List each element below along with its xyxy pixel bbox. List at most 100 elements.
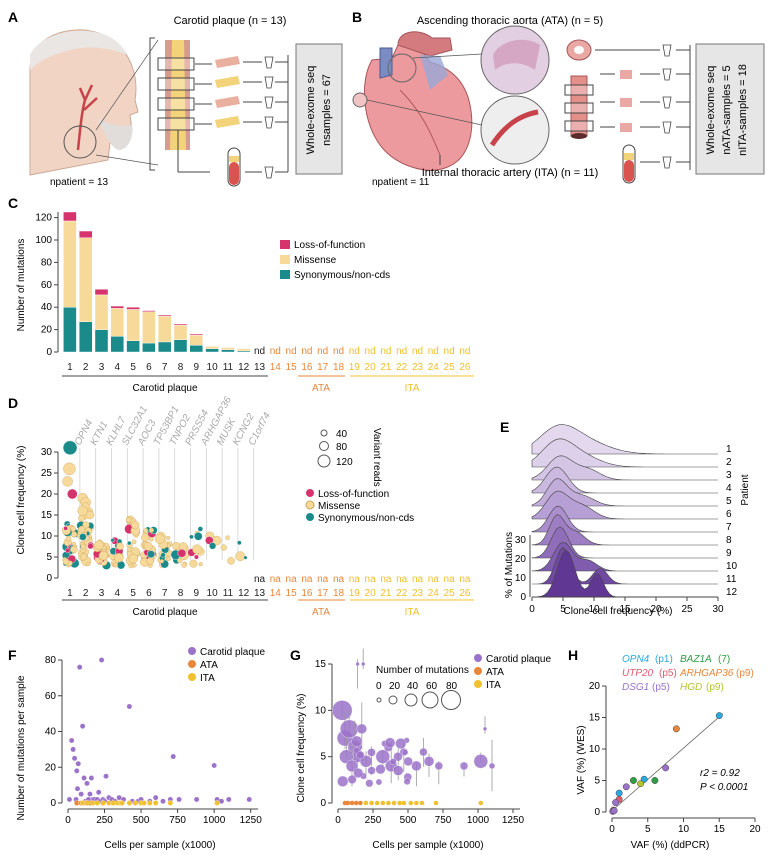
h-legend-gene-1: BAZ1A [680,654,712,665]
f-xlabel: Cells per sample (x1000) [104,840,215,851]
c-bar-missense [142,311,156,344]
c-y-tick-label: 120 [35,213,52,224]
d-y-tick-label: 30 [41,447,53,458]
e-patient-label: 8 [726,535,732,546]
d-x-tick-label: 24 [428,588,440,599]
d-na-label: na [270,574,282,585]
npatient-a: npatient = 13 [50,177,109,188]
h-points [609,712,724,815]
h-legend-p-0: (p1) [655,654,673,665]
h-legend-p-1: (7) [718,654,730,665]
d-x-tick-label: 11 [223,588,234,599]
g-point-carotid [340,719,359,739]
h-point [672,725,680,733]
d-point-mis [128,553,139,564]
group-ata: ATA [312,383,330,394]
h-y-tick-label: 0 [594,807,600,818]
d-point-mis [177,557,183,564]
d-point-lof [177,548,187,558]
d-x-tick-label: 16 [301,588,313,599]
panel-b-label: B [352,9,362,25]
h-x-tick-label: 0 [609,824,615,835]
c-x-tick-label: 15 [286,362,298,373]
legend-dot-lof [306,489,314,497]
c-x-tick-label: 18 [333,362,345,373]
f-point-ita [84,800,90,806]
d-x-tick-label: 5 [130,588,136,599]
g-x-tick-label: 500 [400,815,417,826]
h-ylabel: VAF (%) (WES) [576,725,587,794]
h-legend-p-4: (p5) [652,682,670,693]
f-point-carotid-plaque [226,796,232,803]
d-point-mis [172,541,181,550]
h-y-tick-label: 15 [589,713,601,724]
d-point-syn [243,555,248,560]
d-points [61,440,248,570]
d-x-tick-label: 21 [380,588,392,599]
panel-g-label: G [290,647,301,663]
wes-box-a [295,43,343,175]
g-size-60: 60 [426,681,438,692]
f-y-tick-label: 60 [45,691,57,702]
c-bar-synonymous-non-cds [189,345,204,353]
g-point-carotid [347,774,357,784]
g-point-carotid [375,749,390,764]
legend-swatch-mis [280,255,290,264]
c-x-tick-label: 10 [207,362,219,373]
e-patient-label: 3 [726,470,732,481]
h-legend-gene-2: UTP20 [622,668,654,679]
d-x-tick-label: 9 [194,588,200,599]
f-point-carotid-plaque [74,768,80,774]
g-point-ita [397,800,402,806]
panel-b-title: Ascending thoracic aorta (ATA) (n = 5) [417,15,603,27]
g-size-circle [421,691,439,709]
d-y-tick-label: 15 [41,510,53,521]
e-patient-label: 5 [726,496,732,507]
c-bar-synonymous-non-cds [221,349,235,353]
g-point-ita [363,800,369,806]
c-x-tick-label: 21 [380,362,392,373]
c-bar-synonymous-non-cds [110,336,125,353]
d-x-tick-label: 20 [365,588,377,599]
g-axes: 0 250 500 750 1000 1250 0 5 10 15 [315,659,525,826]
g-point-carotid [419,747,428,757]
e-x-tick-label: 0 [529,604,535,615]
c-x-tick-label: 7 [162,362,168,373]
f-y-tick-label: 20 [45,762,57,773]
d-point-syn [237,540,242,546]
d-x-tick-label: 8 [178,588,184,599]
group-carotid: Carotid plaque [132,383,197,394]
d-point-mis [143,541,153,551]
head-illustration [29,29,139,176]
g-point-ita [401,800,407,806]
d-point-mis [82,521,90,529]
d-point-mis [77,505,88,516]
c-bar-synonymous-non-cds [94,329,109,353]
f-point-ita [94,800,100,806]
legend-swatch-lof [280,240,290,249]
panel-g: G Clone cell frequency (%) Cells per sam… [290,647,551,851]
f-y-tick-label: 80 [45,655,57,666]
f-point-carotid-plaque [176,796,182,803]
g-x-tick-label: 1000 [467,815,490,826]
f-point-carotid-plaque [152,794,159,801]
d-x-tick-label: 23 [412,588,424,599]
g-point-carotid [395,738,407,749]
d-point-mis [71,531,78,538]
wes-box-b [695,43,765,175]
g-point-carotid [403,756,413,767]
f-point-carotid-plaque [74,785,81,792]
d-na-label: na [428,574,440,585]
d-x-tick-label: 7 [162,588,168,599]
g-point-carotid [351,735,363,747]
f-point-carotid-plaque [211,762,217,769]
d-x-tick-label: 14 [270,588,282,599]
d-na-label: na [254,574,266,585]
f-point-carotid-plaque [71,755,78,762]
legend-dot-carotid [188,647,196,655]
g-point-carotid [411,760,422,772]
h-x-tick-label: 10 [678,824,690,835]
g-point-carotid [355,661,360,667]
f-point-ita [141,800,147,806]
d-point-mis [70,526,76,532]
